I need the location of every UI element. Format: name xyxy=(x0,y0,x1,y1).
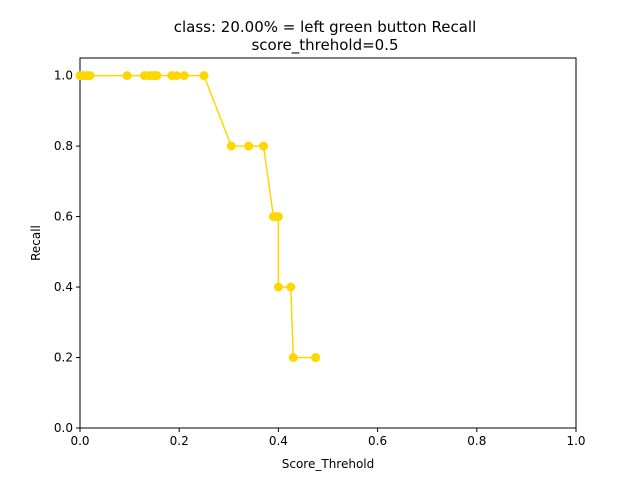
recall-data-point xyxy=(244,141,254,151)
plot-area: 0.0 0.2 0.4 0.6 0.8 1.0 0.0 0.2 0.4 0.6 0.8 1.0 xyxy=(54,57,586,448)
y-tick-label: 0.0 xyxy=(54,421,73,435)
recall-data-point xyxy=(288,353,298,363)
plot-frame xyxy=(79,57,577,429)
x-tick-label: 0.6 xyxy=(368,434,387,448)
recall-data-point xyxy=(286,282,296,292)
recall-data-point xyxy=(273,212,283,222)
y-tick-label: 1.0 xyxy=(54,69,73,83)
y-tick-label: 0.2 xyxy=(54,351,73,365)
recall-data-point xyxy=(172,71,182,81)
recall-data-point xyxy=(179,71,189,81)
chart-title: class: 20.00% = left green button Recall xyxy=(174,18,477,36)
chart-subtitle: score_threhold=0.5 xyxy=(251,36,398,55)
recall-data-point xyxy=(199,71,209,81)
recall-data-point xyxy=(152,71,162,81)
x-tick-label: 0.4 xyxy=(269,434,288,448)
y-tick-label: 0.6 xyxy=(54,210,73,224)
recall-data-point xyxy=(226,141,236,151)
recall-data-point xyxy=(85,71,95,81)
x-tick-label: 0.2 xyxy=(170,434,189,448)
y-tick-label: 0.8 xyxy=(54,139,73,153)
recall-data-point xyxy=(259,141,269,151)
x-tick-label: 1.0 xyxy=(566,434,585,448)
x-tick-label: 0.8 xyxy=(467,434,486,448)
recall-data-point xyxy=(311,353,321,363)
recall-data-point xyxy=(122,71,132,81)
y-tick-label: 0.4 xyxy=(54,280,73,294)
x-tick-label: 0.0 xyxy=(70,434,89,448)
y-axis-label: Recall xyxy=(29,225,43,261)
x-axis-label: Score_Threhold xyxy=(282,457,375,471)
recall-data-point xyxy=(273,282,283,292)
